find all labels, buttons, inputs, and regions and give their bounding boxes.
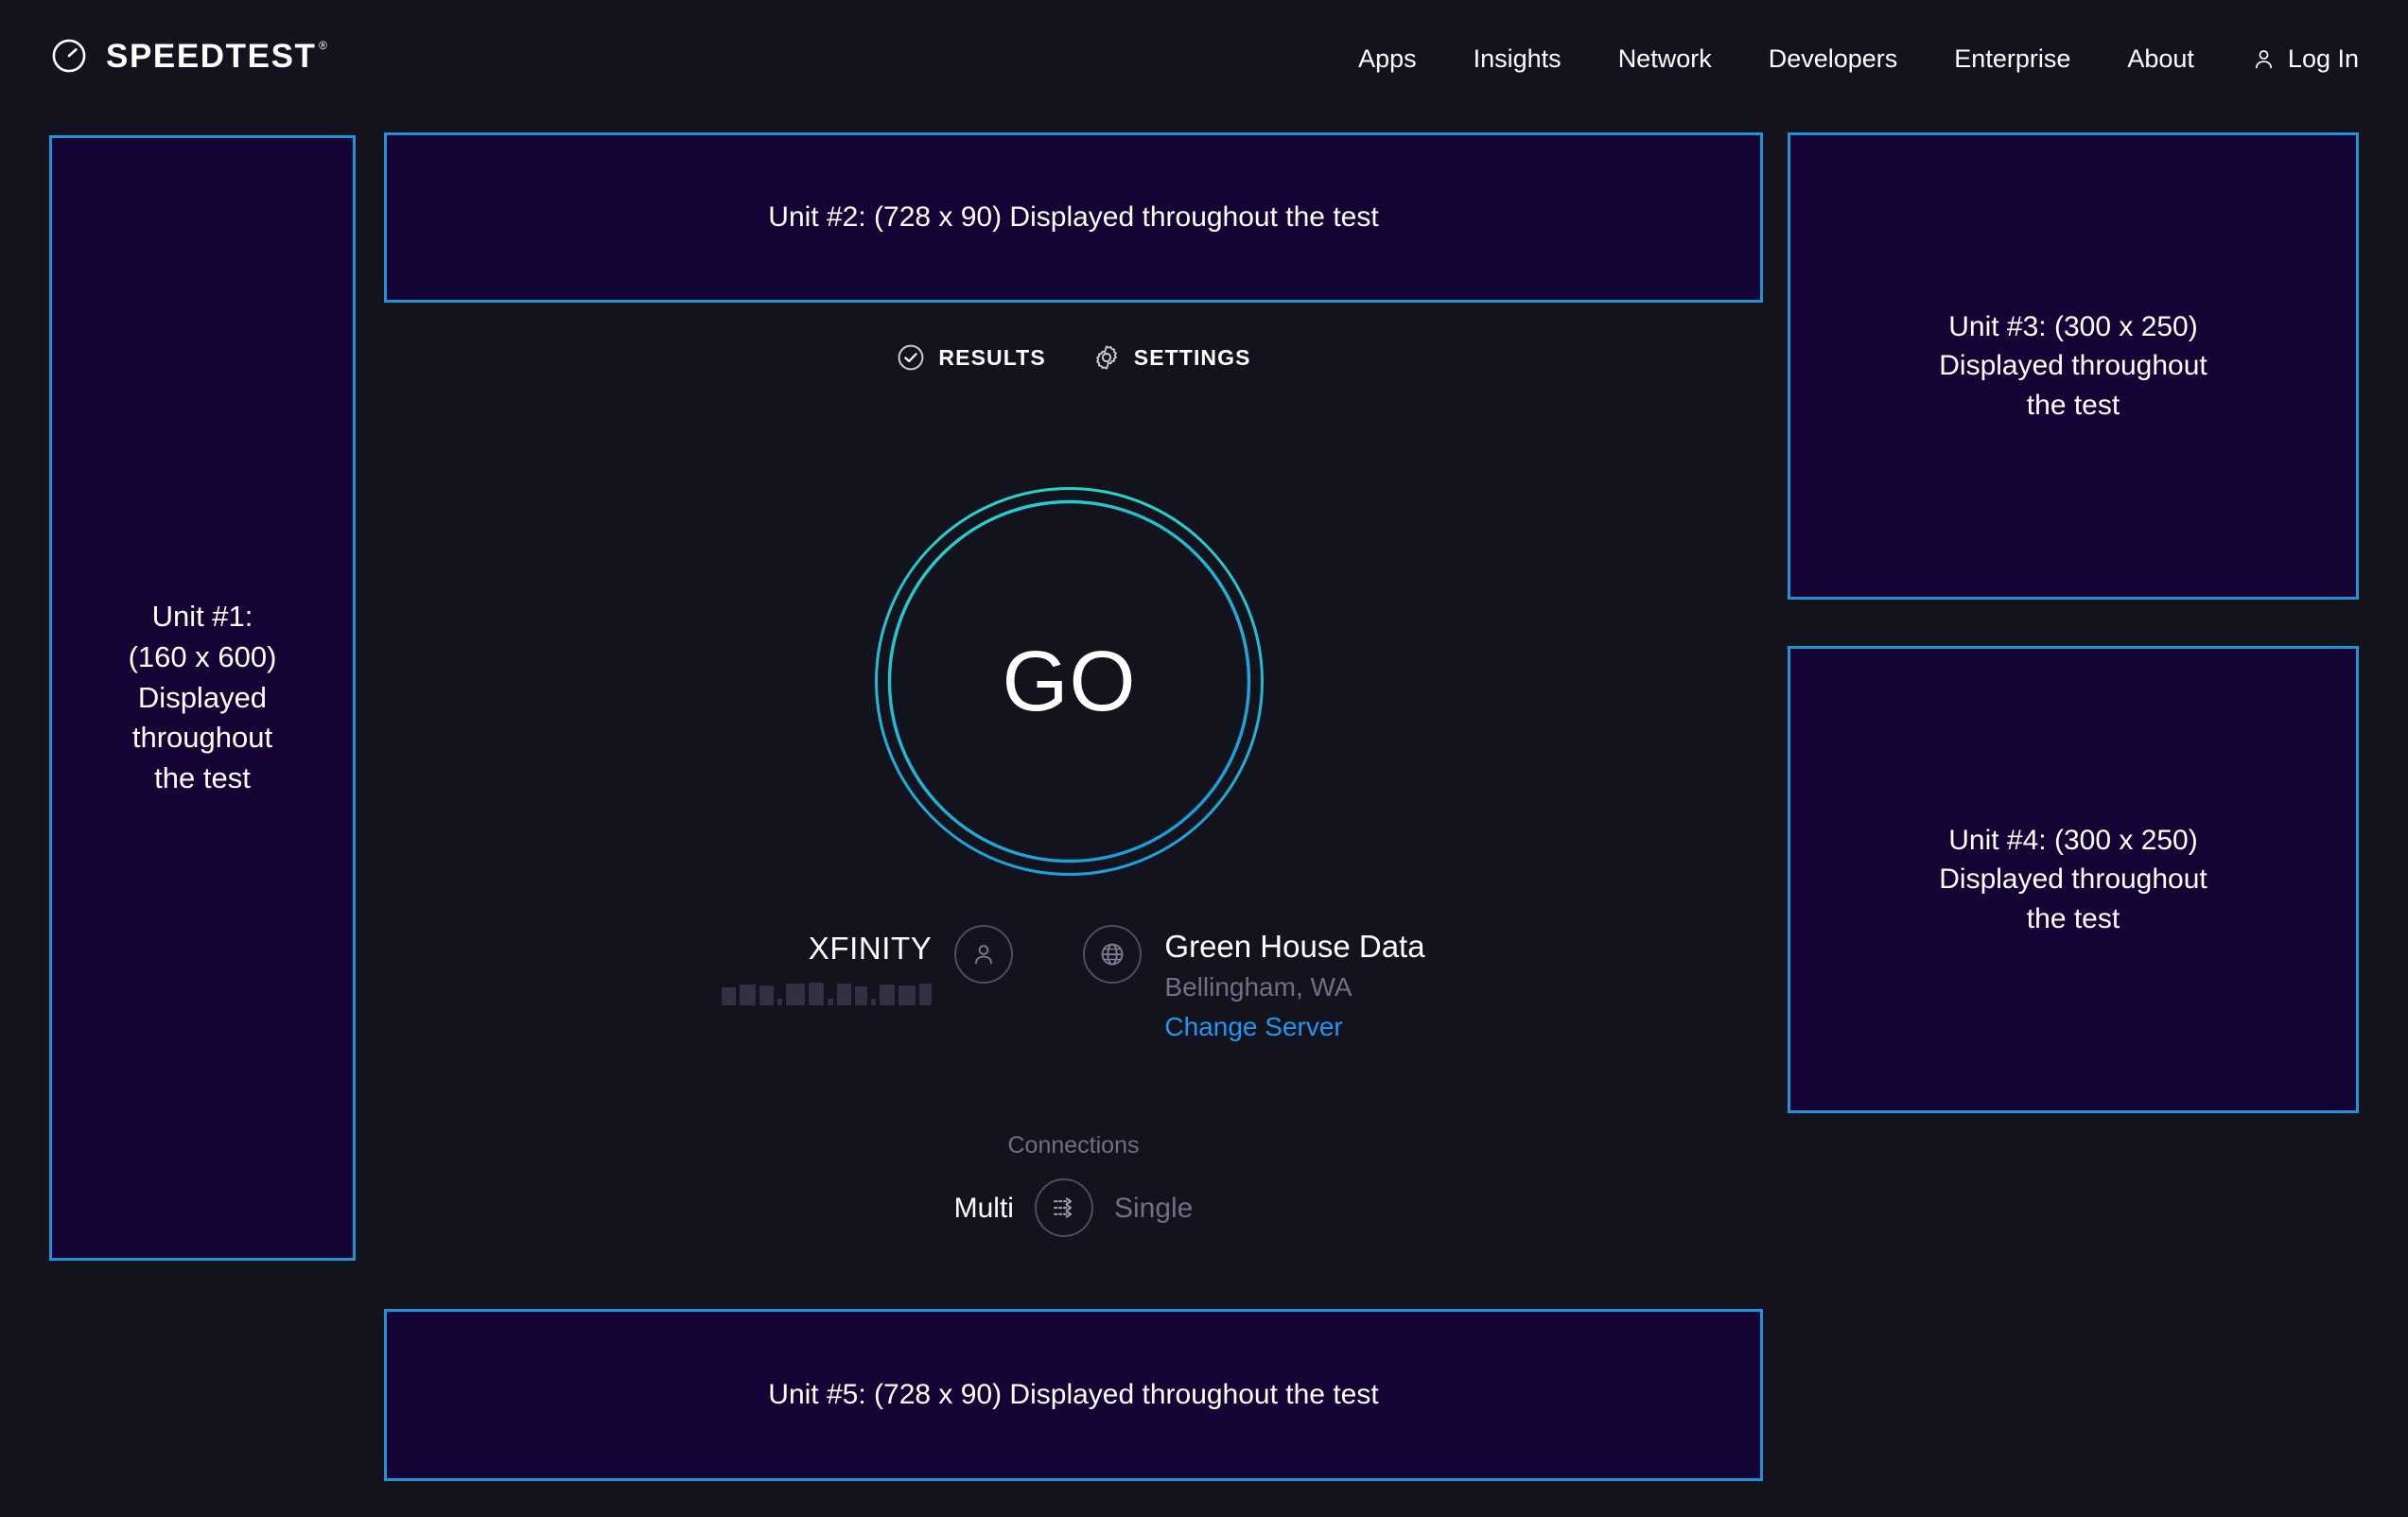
brand-wordmark: SPEEDTEST ® (106, 37, 327, 75)
ad-unit-2[interactable]: Unit #2: (728 x 90) Displayed throughout… (384, 132, 1763, 303)
isp-ip-redacted (722, 981, 933, 1006)
isp-avatar (954, 925, 1014, 984)
server-texts: Green House Data Bellingham, WA Change S… (1164, 925, 1424, 1042)
nav-item-insights[interactable]: Insights (1473, 44, 1562, 73)
person-icon (975, 945, 993, 965)
brand-word-text: SPEEDTEST (106, 37, 317, 75)
ad-unit-1[interactable]: Unit #1: (160 x 600) Displayed throughou… (49, 135, 356, 1261)
check-circle-icon (899, 344, 924, 371)
isp-block[interactable]: XFINITY (722, 925, 1014, 1006)
connections-toggle: Multi Single (953, 1178, 1194, 1237)
brand-logo[interactable]: SPEEDTEST ® (49, 36, 327, 76)
ad-unit-3[interactable]: Unit #3: (300 x 250) Displayed throughou… (1788, 132, 2359, 600)
connections-toggle-button[interactable] (1034, 1178, 1093, 1237)
connection-info-row: XFINITY (384, 925, 1763, 1042)
settings-button[interactable]: SETTINGS (1091, 342, 1251, 373)
nav-item-network[interactable]: Network (1617, 44, 1712, 73)
nav-item-apps[interactable]: Apps (1358, 44, 1417, 73)
nav-item-developers[interactable]: Developers (1768, 44, 1898, 73)
server-name: Green House Data (1164, 929, 1425, 964)
site-header: SPEEDTEST ® Apps Insights Network Develop… (0, 0, 2408, 129)
gear-icon (1095, 345, 1117, 370)
connections-section: Connections Multi Single (384, 1131, 1763, 1237)
server-globe (1083, 925, 1143, 984)
isp-name: XFINITY (808, 931, 933, 966)
settings-label: SETTINGS (1133, 344, 1251, 370)
person-icon (2255, 49, 2272, 69)
connections-single-option[interactable]: Single (1113, 1192, 1194, 1224)
change-server-link[interactable]: Change Server (1164, 1012, 1343, 1042)
results-label: RESULTS (938, 344, 1046, 370)
nav-item-enterprise[interactable]: Enterprise (1954, 44, 2071, 73)
go-button-rings (875, 487, 1264, 876)
connections-label: Connections (1007, 1132, 1140, 1159)
speedometer-icon (52, 39, 86, 73)
main-nav: Apps Insights Network Developers Enterpr… (1330, 38, 2364, 79)
isp-texts: XFINITY (722, 925, 933, 1006)
results-settings-row: RESULTS SETTINGS (384, 342, 1763, 373)
results-button[interactable]: RESULTS (896, 342, 1045, 373)
server-block[interactable]: Green House Data Bellingham, WA Change S… (1083, 925, 1425, 1042)
go-label: GO (1002, 634, 1137, 729)
ad-unit-5[interactable]: Unit #5: (728 x 90) Displayed throughout… (384, 1309, 1763, 1481)
go-button[interactable]: GO (873, 485, 1265, 878)
ad-unit-4[interactable]: Unit #4: (300 x 250) Displayed throughou… (1788, 646, 2359, 1113)
login-label: Log In (2287, 44, 2359, 73)
server-location: Bellingham, WA (1164, 971, 1352, 1002)
nav-item-about[interactable]: About (2127, 44, 2194, 73)
login-button[interactable]: Log In (2223, 38, 2364, 79)
globe-icon (1101, 943, 1124, 966)
brand-trademark: ® (319, 38, 329, 52)
multi-arrows-icon (1053, 1197, 1073, 1218)
connections-multi-option[interactable]: Multi (953, 1192, 1014, 1224)
